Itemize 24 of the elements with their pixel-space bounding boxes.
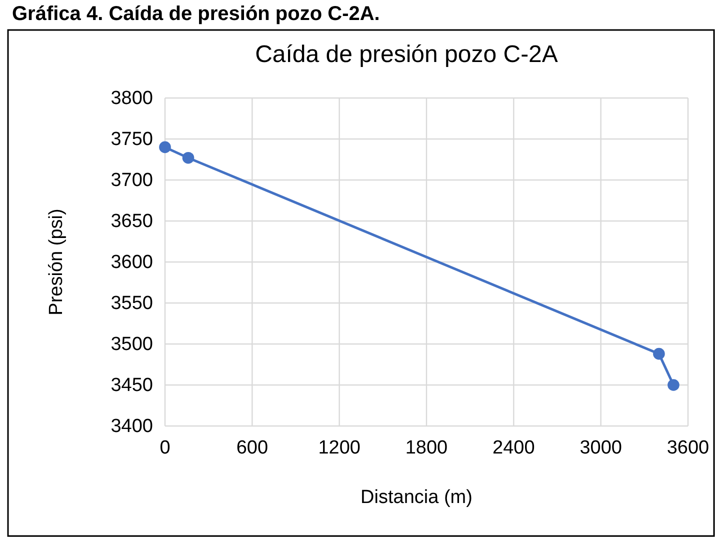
y-tick-label: 3800 [110, 88, 153, 110]
x-tick-label: 600 [236, 437, 268, 458]
text: Gráfica 4. Caída de presión pozo C-2A. [12, 3, 380, 25]
point [653, 348, 665, 360]
y-axis-title: Presión (psi) [46, 208, 67, 316]
y-tick-label: 3600 [110, 252, 153, 274]
y-tick-label: 3650 [110, 211, 153, 232]
point [159, 141, 171, 154]
point [668, 379, 680, 391]
y-tick-label: 3750 [110, 129, 153, 150]
x-tick-label: 1800 [405, 437, 448, 458]
point [182, 152, 194, 164]
x-tick-label: 3600 [666, 437, 710, 458]
x-tick-label: 1200 [318, 437, 360, 458]
y-tick-label: 3500 [110, 334, 153, 356]
y-tick-label: 3450 [110, 375, 153, 396]
x-tick-label: 3000 [580, 437, 622, 458]
x-tick-label: 0 [160, 437, 170, 458]
x-axis-title: Distancia (m) [360, 487, 472, 508]
x-tick-label: 2400 [492, 437, 535, 458]
y-tick-label: 3550 [110, 293, 153, 314]
chart-title: Caída de presión pozo C-2A [255, 41, 558, 68]
y-tick-label: 3400 [110, 416, 153, 438]
y-tick-label: 3700 [110, 170, 153, 192]
